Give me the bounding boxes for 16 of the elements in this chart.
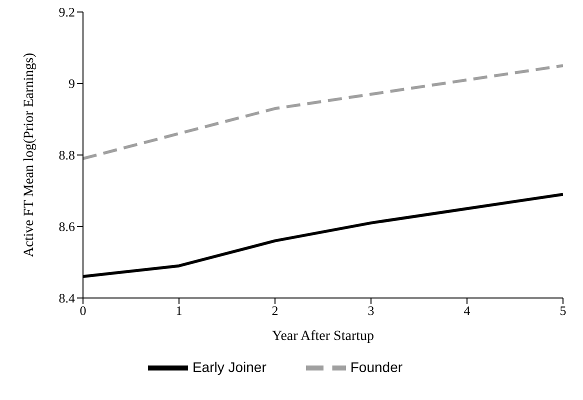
y-tick-label: 8.6: [58, 219, 76, 234]
legend-label: Founder: [350, 358, 403, 375]
y-tick-label: 8.4: [58, 290, 76, 306]
y-tick-label: 9: [68, 76, 75, 92]
x-tick-label: 0: [80, 303, 86, 318]
y-axis-title: Active FT Mean log(Prior Earnings): [22, 52, 37, 258]
x-tick-label: 3: [368, 303, 374, 318]
y-tick-label: 8.8: [58, 148, 75, 163]
x-axis-title: Year After Startup: [272, 329, 374, 344]
line-series: [83, 64, 563, 160]
x-tick-label: 4: [464, 303, 471, 318]
x-tick-label: 5: [560, 303, 566, 318]
x-tick-label: 2: [272, 303, 278, 318]
x-tick-label: 1: [176, 303, 182, 318]
legend-label: Early Joiner: [192, 358, 266, 375]
y-tick-label: 9.2: [58, 4, 75, 20]
